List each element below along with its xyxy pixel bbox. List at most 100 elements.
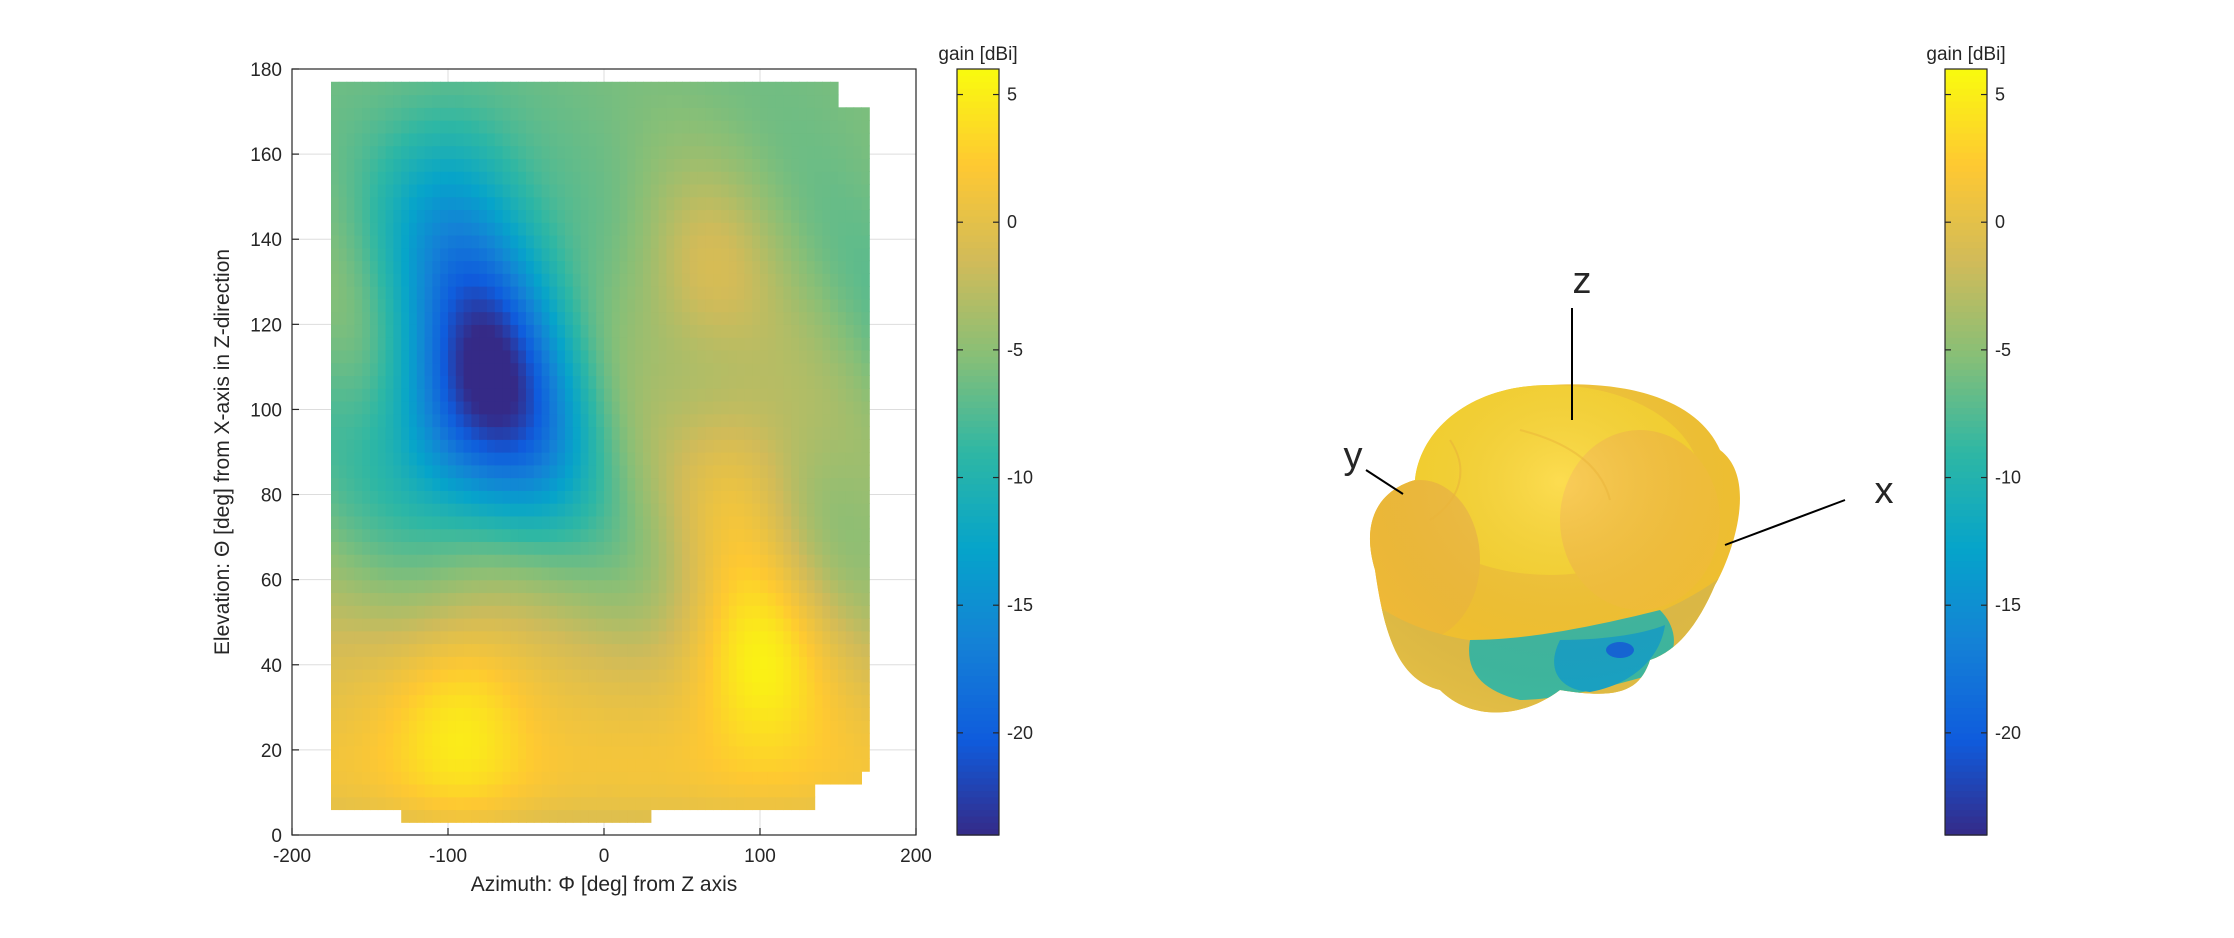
heatmap-cell (455, 388, 465, 402)
heatmap-cell (822, 273, 831, 287)
heatmap-cell (619, 388, 628, 402)
heatmap-cell (658, 796, 667, 811)
heatmap-cell (705, 107, 714, 121)
heatmap-cell (853, 579, 862, 594)
heatmap-cell (635, 630, 644, 645)
heatmap-cell (424, 158, 433, 172)
heatmap-cell (744, 247, 753, 262)
heatmap-cell (549, 605, 558, 619)
heatmap-cell (760, 222, 769, 236)
heatmap-cell (416, 464, 426, 479)
heatmap-cell (588, 196, 597, 211)
heatmap-cell (463, 720, 472, 734)
heatmap-cell (775, 311, 784, 325)
heatmap-cell (682, 452, 691, 466)
heatmap-cell (533, 234, 543, 249)
heatmap-cell (432, 209, 441, 223)
heatmap-cell (713, 247, 722, 262)
heatmap-cell (580, 783, 589, 798)
heatmap-cell (440, 617, 449, 632)
heatmap-cell (572, 617, 582, 632)
heatmap-cell (487, 566, 496, 581)
heatmap-cell (354, 745, 363, 759)
heatmap-cell (338, 452, 348, 466)
heatmap-cell (783, 554, 792, 568)
heatmap-cell (713, 196, 722, 211)
heatmap-cell (845, 234, 855, 249)
heatmap-cell (775, 362, 784, 376)
heatmap-cell (830, 171, 839, 185)
heatmap-cell (448, 452, 457, 466)
heatmap-cell (580, 324, 589, 338)
heatmap-cell (619, 490, 628, 504)
heatmap-cell (650, 579, 660, 594)
colorbar-segment (957, 764, 999, 772)
heatmap-cell (760, 643, 769, 657)
heatmap-cell (604, 656, 613, 670)
heatmap-cell (354, 209, 363, 223)
heatmap-cell (455, 426, 465, 440)
heatmap-cell (713, 605, 722, 619)
heatmap-cell (494, 758, 504, 772)
heatmap-cell (658, 362, 667, 376)
heatmap-cell (502, 566, 511, 581)
heatmap-cell (409, 771, 418, 785)
heatmap-cell (370, 579, 379, 594)
heatmap-cell (838, 694, 847, 708)
heatmap-cell (455, 337, 465, 351)
heatmap-cell (728, 196, 738, 211)
heatmap-cell (611, 260, 621, 274)
colorbar-segment (1945, 75, 1987, 83)
heatmap-cell (744, 758, 753, 772)
heatmap-cell (721, 656, 730, 670)
heatmap-cell (658, 413, 667, 428)
heatmap-cell (689, 796, 699, 811)
heatmap-cell (432, 349, 441, 364)
heatmap-cell (541, 388, 550, 402)
heatmap-cell (385, 528, 394, 542)
heatmap-cell (510, 94, 519, 108)
heatmap-cell (783, 720, 792, 734)
heatmap-cell (611, 171, 621, 185)
colorbar-segment (957, 247, 999, 255)
heatmap-cell (455, 771, 465, 785)
colorbar-segment (957, 445, 999, 453)
heatmap-cell (502, 132, 511, 147)
heatmap-cell (362, 554, 371, 568)
heatmap-cell (549, 566, 558, 581)
heatmap-cell (354, 503, 363, 517)
heatmap-cell (721, 732, 730, 747)
heatmap-cell (650, 426, 660, 440)
heatmap-cell (619, 311, 628, 325)
heatmap-cell (783, 324, 792, 338)
x-tick-label: -200 (273, 846, 311, 867)
heatmap-cell (370, 707, 379, 721)
heatmap-cell (658, 771, 667, 785)
heatmap-cell (689, 222, 699, 236)
heatmap-cell (643, 643, 652, 657)
heatmap-cell (440, 107, 449, 121)
heatmap-cell (362, 656, 371, 670)
heatmap-cell (455, 298, 465, 313)
heatmap-cell (463, 464, 472, 479)
heatmap-cell (830, 158, 839, 172)
heatmap-cell (775, 388, 784, 402)
heatmap-cell (705, 337, 714, 351)
heatmap-cell (682, 528, 691, 542)
heatmap-cell (440, 400, 449, 415)
heatmap-cell (432, 81, 441, 96)
heatmap-cell (487, 554, 496, 568)
heatmap-cell (666, 196, 675, 211)
heatmap-cell (549, 260, 558, 274)
heatmap-cell (510, 222, 519, 236)
heatmap-cell (393, 286, 402, 300)
heatmap-cell (721, 260, 730, 274)
heatmap-cell (799, 298, 808, 313)
heatmap-cell (666, 324, 675, 338)
heatmap-cell (830, 554, 839, 568)
heatmap-cell (783, 656, 792, 670)
heatmap-cell (744, 298, 753, 313)
heatmap-cell (455, 132, 465, 147)
heatmap-cell (838, 209, 847, 223)
heatmap-cell (572, 183, 582, 198)
